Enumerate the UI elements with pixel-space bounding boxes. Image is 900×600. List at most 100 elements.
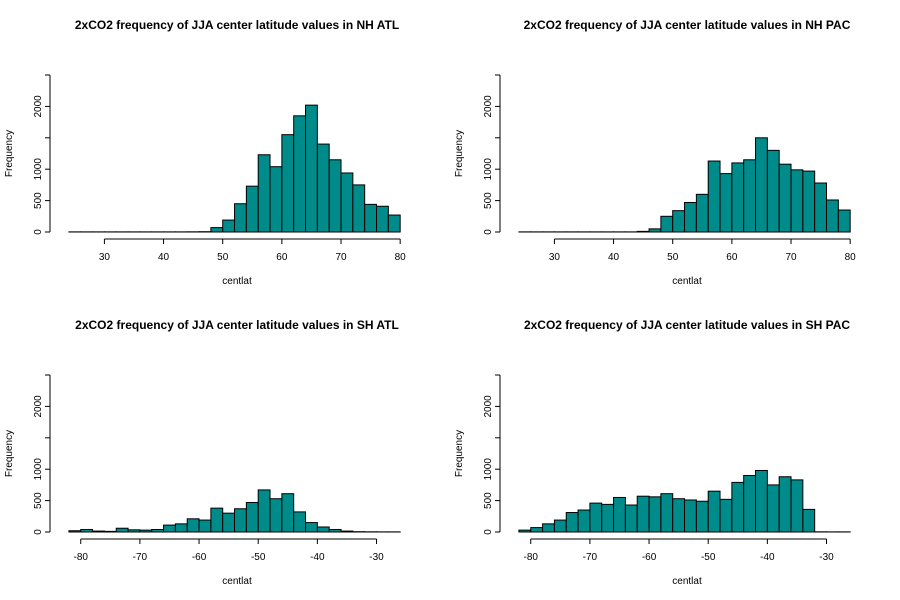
y-tick-label: 500: [483, 492, 494, 509]
x-tick-label: 70: [785, 252, 797, 263]
y-tick-label: 2000: [33, 95, 44, 118]
histogram-bar: [245, 185, 259, 233]
histogram-bar: [648, 228, 662, 233]
histogram-bar: [387, 214, 401, 233]
x-axis-label: centlat: [222, 276, 252, 287]
histogram-bar: [115, 527, 129, 533]
y-axis: 0 500 1000 2000: [483, 374, 501, 535]
histogram-bar: [601, 503, 615, 533]
x-tick-label: 50: [667, 252, 679, 263]
x-axis-label: centlat: [672, 576, 702, 587]
panel-nh-pac: 2xCO2 frequency of JJA center latitude v…: [454, 18, 856, 287]
histogram-bar: [293, 511, 307, 533]
histogram-bar: [731, 481, 745, 533]
x-tick-label: -60: [642, 552, 657, 563]
y-tick-label: 1000: [33, 458, 44, 481]
histogram-bar: [518, 529, 532, 533]
histogram-bar: [305, 104, 318, 233]
histogram-bar: [127, 529, 141, 533]
histogram-bar: [222, 219, 236, 233]
y-axis: 0 500 1000 2000: [33, 374, 51, 535]
histogram-bar: [684, 499, 697, 533]
histogram-bar: [352, 184, 366, 233]
chart-title: 2xCO2 frequency of JJA center latitude v…: [75, 318, 399, 332]
histogram-bar: [174, 523, 188, 533]
y-tick-label: 0: [483, 529, 494, 535]
histogram-bar: [103, 530, 117, 533]
y-tick-label: 1000: [33, 158, 44, 181]
histogram-bar: [530, 527, 544, 533]
histogram-bars: [518, 469, 851, 533]
x-axis-label: centlat: [672, 276, 702, 287]
histogram-bar: [755, 137, 768, 233]
histogram-bar: [210, 507, 224, 533]
x-axis: -80 -70 -60 -50 -40 -30: [74, 538, 384, 563]
histogram-bar: [802, 170, 816, 233]
histogram-bars: [68, 104, 401, 233]
histogram-bar: [293, 115, 307, 233]
histogram-bar: [684, 201, 697, 233]
y-tick-label: 500: [33, 192, 44, 209]
histogram-bar: [707, 160, 721, 233]
histogram-bar: [186, 518, 200, 533]
x-axis-label: centlat: [222, 576, 252, 587]
histogram-bar: [837, 209, 851, 233]
histogram-bar: [92, 530, 105, 533]
histogram-bar: [695, 193, 709, 233]
histogram-bar: [198, 519, 212, 533]
histogram-bar: [364, 203, 378, 233]
histogram-bar: [281, 493, 295, 533]
x-tick-label: 60: [726, 252, 738, 263]
histogram-bar: [340, 172, 354, 233]
histogram-bars: [68, 489, 401, 533]
histogram-bar: [695, 500, 709, 533]
y-tick-label: 2000: [33, 395, 44, 418]
y-tick-label: 1000: [483, 458, 494, 481]
y-tick-label: 1000: [483, 158, 494, 181]
histogram-bar: [766, 149, 780, 233]
y-axis-label: Frequency: [4, 430, 15, 477]
x-tick-label: -80: [524, 552, 539, 563]
x-tick-label: 30: [549, 252, 561, 263]
histogram-bar: [222, 512, 236, 533]
x-tick-label: -60: [192, 552, 207, 563]
histogram-bar: [305, 522, 318, 533]
x-axis: -80 -70 -60 -50 -40 -30: [524, 538, 834, 563]
histogram-bar: [672, 498, 686, 533]
histogram-bars: [518, 137, 851, 233]
histogram-bar: [778, 476, 792, 533]
histogram-bar: [328, 159, 342, 233]
x-tick-label: -50: [251, 552, 266, 563]
panel-nh-atl: 2xCO2 frequency of JJA center latitude v…: [4, 18, 406, 287]
x-tick-label: 30: [99, 252, 111, 263]
x-tick-label: 70: [335, 252, 347, 263]
y-tick-label: 0: [33, 529, 44, 535]
histogram-bar: [766, 484, 780, 533]
y-axis-label: Frequency: [4, 130, 15, 177]
histogram-bar: [269, 166, 283, 233]
histogram-bar: [707, 490, 721, 533]
histogram-bar: [565, 512, 579, 533]
histogram-bar: [743, 159, 757, 233]
x-tick-label: 80: [395, 252, 407, 263]
histogram-bar: [589, 502, 603, 533]
y-axis-label: Frequency: [454, 130, 465, 177]
y-tick-label: 2000: [483, 95, 494, 118]
histogram-bar: [328, 528, 342, 533]
x-tick-label: 60: [276, 252, 288, 263]
histogram-bar: [245, 501, 259, 533]
histogram-bar: [163, 524, 176, 533]
x-axis: 30 40 50 60 70 80: [99, 238, 407, 263]
histogram-bar: [660, 493, 674, 533]
histogram-bar: [624, 504, 638, 533]
histogram-bar: [802, 508, 816, 533]
x-tick-label: 80: [845, 252, 857, 263]
chart-title: 2xCO2 frequency of JJA center latitude v…: [75, 18, 399, 32]
histogram-bar: [234, 203, 247, 233]
x-tick-label: -70: [133, 552, 148, 563]
histogram-bar: [648, 496, 662, 533]
histogram-bar: [826, 199, 839, 233]
y-tick-label: 500: [33, 492, 44, 509]
y-tick-label: 0: [483, 229, 494, 235]
x-tick-label: 40: [608, 252, 620, 263]
